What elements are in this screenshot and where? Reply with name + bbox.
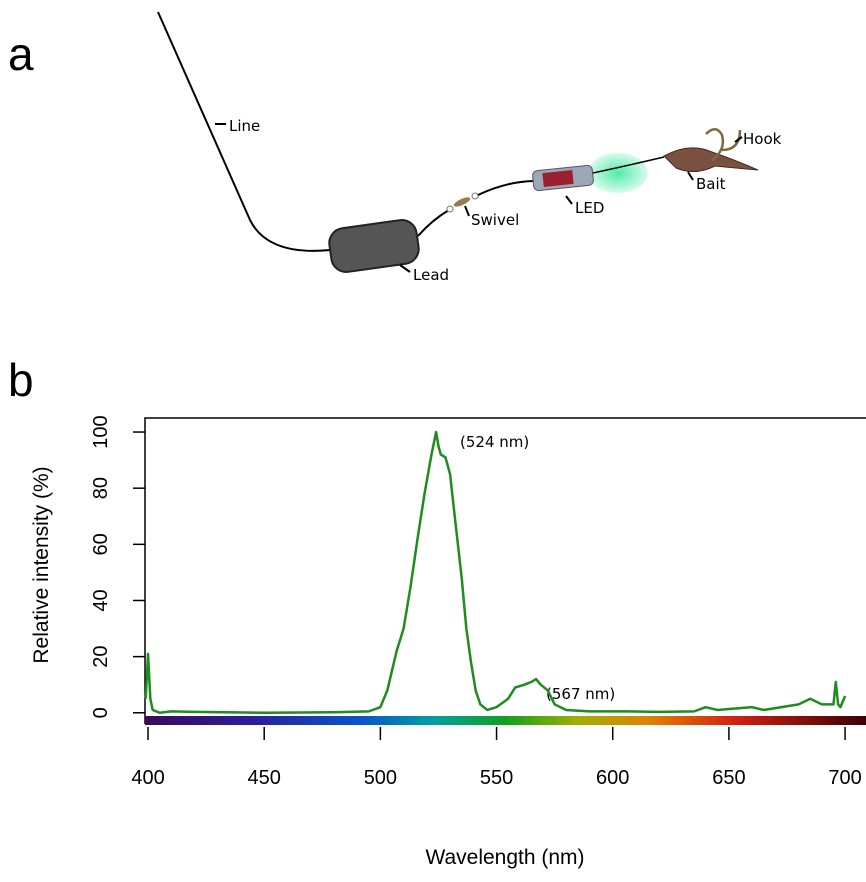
x-tick-label: 450 [248, 767, 281, 789]
lead-weight [328, 219, 420, 273]
led-glow [588, 153, 648, 193]
x-tick-label: 700 [828, 767, 861, 789]
panel-label: a [8, 28, 34, 80]
fishing-line [477, 180, 534, 196]
label-led: LED [575, 199, 604, 217]
fishing-line [592, 156, 665, 174]
y-tick-label: 40 [90, 589, 112, 611]
label-swivel: Swivel [471, 211, 519, 229]
spectrum-bar [145, 716, 866, 725]
label-bait: Bait [696, 175, 726, 193]
swivel [446, 192, 479, 213]
annotation: (524 nm) [460, 433, 529, 451]
fishing-line [157, 11, 331, 252]
fishing-line [417, 209, 450, 237]
label-lead: Lead [413, 266, 449, 284]
bait [663, 147, 759, 172]
y-tick-label: 0 [90, 707, 112, 718]
x-axis-label: Wavelength (nm) [425, 846, 584, 869]
label-line: Line [229, 117, 260, 135]
y-tick-label: 60 [90, 533, 112, 555]
x-tick-label: 600 [596, 767, 629, 789]
label-ticks [215, 123, 743, 273]
plot-frame [144, 417, 866, 724]
x-tick-label: 500 [364, 767, 397, 789]
spectrum-line [144, 430, 847, 715]
label-hook: Hook [743, 130, 782, 148]
y-tick-label: 100 [90, 415, 112, 448]
y-tick-label: 20 [90, 645, 112, 667]
led-core [542, 169, 574, 188]
y-tick-label: 80 [90, 477, 112, 499]
panel-label: b [8, 354, 34, 406]
x-tick-label: 400 [131, 767, 164, 789]
annotation: (567 nm) [546, 685, 615, 703]
y-axis-label: Relative intensity (%) [30, 466, 53, 663]
hook [705, 128, 742, 162]
x-tick-label: 550 [480, 767, 513, 789]
x-tick-label: 650 [712, 767, 745, 789]
